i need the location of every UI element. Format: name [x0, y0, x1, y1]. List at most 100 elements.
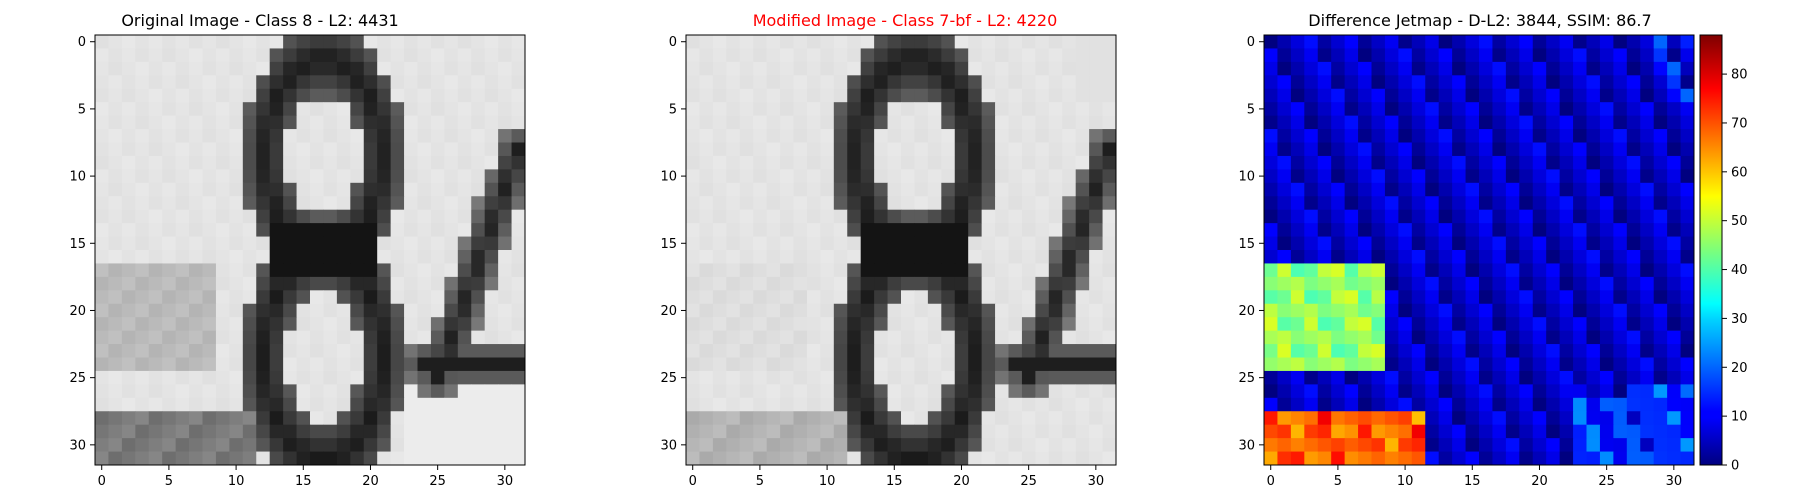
diff-pixel — [1626, 330, 1641, 345]
pixel — [323, 411, 338, 426]
pixel — [242, 88, 257, 103]
diff-pixel — [1505, 290, 1520, 305]
diff-pixel — [1304, 142, 1319, 157]
diff-pixel — [1358, 438, 1372, 452]
pixel — [753, 303, 768, 318]
diff-pixel — [1573, 344, 1587, 358]
diff-pixel — [1505, 411, 1520, 426]
pixel — [981, 370, 996, 385]
pixel — [310, 397, 324, 412]
pixel — [511, 35, 526, 49]
diff-pixel — [1358, 88, 1372, 103]
pixel — [1021, 317, 1036, 332]
pixel — [914, 357, 929, 372]
pixel — [417, 317, 432, 332]
diff-pixel — [1546, 424, 1561, 439]
diff-pixel — [1492, 424, 1507, 439]
pixel — [914, 236, 929, 251]
diff-pixel — [1317, 169, 1332, 184]
pixel — [753, 397, 768, 412]
diff-pixel — [1425, 384, 1440, 399]
pixel — [753, 411, 768, 426]
diff-pixel — [1331, 357, 1346, 372]
diff-pixel — [1317, 451, 1332, 466]
diff-pixel — [1492, 317, 1507, 332]
pixel — [242, 209, 257, 224]
diff-pixel — [1479, 384, 1493, 399]
diff-pixel — [1626, 263, 1641, 278]
diff-pixel — [1438, 155, 1453, 170]
title-modified: Modified Image - Class 7-bf - L2: 4220 — [753, 11, 1058, 30]
diff-pixel — [1667, 411, 1681, 426]
pixel — [820, 129, 835, 143]
pixel — [390, 75, 405, 90]
diff-pixel — [1653, 397, 1668, 412]
diff-pixel — [1384, 250, 1399, 264]
pixel — [390, 61, 405, 76]
pixel — [712, 276, 727, 291]
pixel — [847, 75, 862, 90]
pixel — [766, 411, 781, 426]
pixel — [484, 438, 499, 452]
pixel — [457, 75, 472, 90]
pixel — [780, 182, 794, 197]
diff-pixel — [1546, 223, 1561, 237]
pixel — [941, 61, 956, 76]
pixel — [847, 344, 862, 358]
diff-pixel — [1384, 182, 1399, 197]
diff-pixel — [1559, 115, 1574, 130]
diff-pixel — [1599, 35, 1614, 49]
pixel — [968, 330, 983, 345]
pixel — [739, 317, 754, 332]
diff-pixel — [1626, 223, 1641, 237]
diff-pixel — [1519, 75, 1534, 90]
pixel — [363, 88, 378, 103]
title-difference: Difference Jetmap - D-L2: 3844, SSIM: 86… — [1308, 11, 1651, 30]
pixel — [686, 169, 700, 184]
diff-pixel — [1532, 155, 1547, 170]
y-tick-label: 25 — [1238, 371, 1255, 386]
diff-pixel — [1680, 397, 1695, 412]
pixel — [135, 303, 150, 318]
pixel — [296, 397, 311, 412]
pixel — [215, 88, 230, 103]
pixel — [498, 35, 512, 49]
pixel — [229, 397, 244, 412]
pixel — [202, 236, 217, 251]
pixel — [390, 142, 405, 157]
diff-pixel — [1519, 129, 1534, 143]
pixel — [847, 102, 862, 117]
pixel — [363, 370, 378, 385]
pixel — [699, 142, 714, 157]
diff-pixel — [1492, 303, 1507, 318]
pixel — [686, 263, 700, 278]
pixel — [941, 303, 956, 318]
pixel — [847, 357, 862, 372]
pixel — [498, 169, 512, 184]
diff-pixel — [1425, 236, 1440, 251]
diff-pixel — [1384, 209, 1399, 224]
diff-pixel — [1505, 317, 1520, 332]
diff-pixel — [1546, 250, 1561, 264]
pixel — [1021, 102, 1036, 117]
diff-pixel — [1586, 411, 1601, 426]
diff-pixel — [1384, 223, 1399, 237]
pixel — [860, 209, 875, 224]
diff-pixel — [1371, 263, 1386, 278]
pixel — [1035, 223, 1050, 237]
pixel — [511, 263, 526, 278]
pixel — [148, 115, 163, 130]
diff-pixel — [1626, 317, 1641, 332]
pixel — [968, 424, 983, 439]
pixel — [95, 48, 109, 63]
pixel — [202, 169, 217, 184]
colorbar-tick-label: 60 — [1731, 165, 1748, 180]
pixel — [417, 155, 432, 170]
diff-pixel — [1304, 48, 1319, 63]
pixel — [202, 451, 217, 466]
pixel — [336, 169, 351, 184]
pixel — [430, 196, 445, 211]
pixel — [471, 438, 486, 452]
pixel — [1102, 115, 1117, 130]
pixel — [471, 317, 486, 332]
